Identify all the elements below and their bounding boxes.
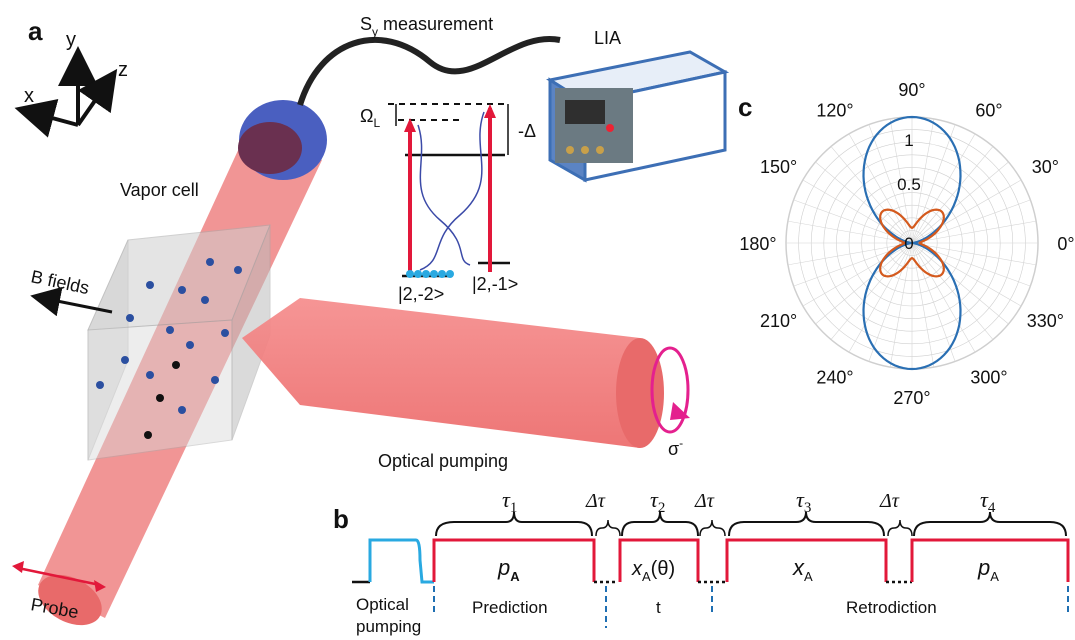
pump-beam	[242, 298, 664, 448]
axis-z-label: z	[118, 59, 128, 81]
polar-grid-spoke	[911, 161, 1009, 244]
dtau-label-2: Δτ	[694, 490, 715, 512]
polar-grid-spoke	[848, 242, 913, 353]
polar-angle-label: 240°	[816, 367, 853, 387]
b-field-arrow	[30, 286, 113, 317]
state-left-label: |2,-2>	[398, 284, 444, 304]
polar-grid-spoke	[868, 242, 913, 362]
state-right-label: |2,-1>	[472, 274, 518, 294]
polar-grid-spoke	[787, 220, 913, 244]
polar-grid-spoke	[911, 242, 956, 362]
polar-angle-label: 60°	[975, 101, 1002, 121]
polarization-circle	[650, 346, 690, 434]
polar-grid-spoke	[802, 179, 913, 244]
lock-in-amplifier	[546, 50, 730, 183]
segment4-label: pA	[977, 555, 999, 584]
polar-grid-spoke	[911, 242, 976, 353]
tau1-label: τ1	[502, 487, 517, 516]
tau4-label: τ4	[980, 487, 996, 516]
polar-radial-label: 0.5	[897, 175, 921, 194]
polar-angle-label: 210°	[760, 311, 797, 331]
pump-label-line2: pumping	[356, 617, 421, 636]
panel-label-c: c	[738, 92, 752, 122]
polar-grid-spoke	[911, 124, 956, 244]
series-blue-curve	[862, 115, 962, 371]
signal-cable	[297, 35, 561, 106]
polar-grid-spoke	[911, 179, 1022, 244]
polar-angle-label: 180°	[739, 234, 776, 254]
b-fields-label: B fields	[29, 266, 91, 298]
segment3-label: xA	[792, 555, 813, 584]
vapor-cell-label: Vapor cell	[120, 180, 199, 200]
prediction-label: Prediction	[472, 598, 548, 617]
dtau-label-3: Δτ	[879, 490, 900, 512]
axis-y-label: y	[66, 29, 76, 51]
polar-grid-spoke	[787, 242, 913, 266]
probe-polarization-arrow	[12, 561, 106, 592]
detector-head	[238, 100, 327, 180]
pulse-sequence	[352, 511, 1070, 628]
segment2-label: xA(θ)	[631, 558, 675, 584]
pump-label-line1: Optical	[356, 595, 409, 614]
polar-grid-spoke	[815, 161, 913, 244]
polar-grid-spoke	[911, 242, 1009, 325]
lia-label: LIA	[594, 28, 621, 48]
tau3-label: τ3	[796, 487, 811, 516]
polar-grid-spoke	[911, 242, 994, 340]
polar-grid-spoke	[868, 124, 913, 244]
polar-grid-spoke	[815, 242, 913, 325]
polar-grid-spoke	[911, 146, 994, 244]
tau2-label: τ2	[650, 487, 665, 516]
delta-label: -Δ	[518, 121, 536, 141]
panel-label-a: a	[28, 16, 43, 46]
polar-grid-spoke	[911, 220, 1037, 244]
polar-angle-label: 150°	[760, 157, 797, 177]
polar-plot: 0° 30° 60° 90° 120° 150° 180° 210° 240° 270° 300° 3…	[739, 80, 1074, 408]
polar-grid-spoke	[911, 242, 1037, 266]
polar-grid-spoke	[911, 242, 1022, 307]
energy-levels	[388, 103, 510, 278]
polar-angle-label: 330°	[1027, 311, 1064, 331]
polar-grid-spoke	[830, 242, 913, 340]
polar-angle-label: 0°	[1057, 234, 1074, 254]
retrodiction-label: Retrodiction	[846, 598, 937, 617]
polar-grid-spoke	[802, 242, 913, 307]
t-label: t	[656, 598, 661, 617]
axis-x-label: x	[24, 85, 34, 107]
sigma-label: σ-	[668, 436, 683, 459]
polar-angle-label: 300°	[970, 367, 1007, 387]
polar-radial-label: 0	[904, 234, 913, 253]
polar-radial-label: 1	[904, 131, 913, 150]
dtau-label-1: Δτ	[585, 490, 606, 512]
panel-label-b: b	[333, 504, 349, 534]
vapor-cell	[87, 224, 271, 461]
polar-angle-label: 270°	[893, 388, 930, 408]
polar-grid-spoke	[848, 133, 913, 244]
series-orange-curve	[879, 208, 945, 278]
omega-label: ΩL	[360, 106, 380, 130]
optical-pumping-label: Optical pumping	[378, 451, 508, 471]
polar-grid-spoke	[830, 146, 913, 244]
polar-angle-label: 90°	[898, 80, 925, 100]
measurement-label: Sy measurement	[360, 14, 493, 39]
segment1-label: pA	[497, 555, 520, 584]
coordinate-axes: y x z	[14, 29, 128, 138]
atoms	[96, 258, 242, 439]
polar-angle-label: 30°	[1032, 157, 1059, 177]
polar-grid-spoke	[911, 133, 976, 244]
polar-angle-label: 120°	[816, 101, 853, 121]
